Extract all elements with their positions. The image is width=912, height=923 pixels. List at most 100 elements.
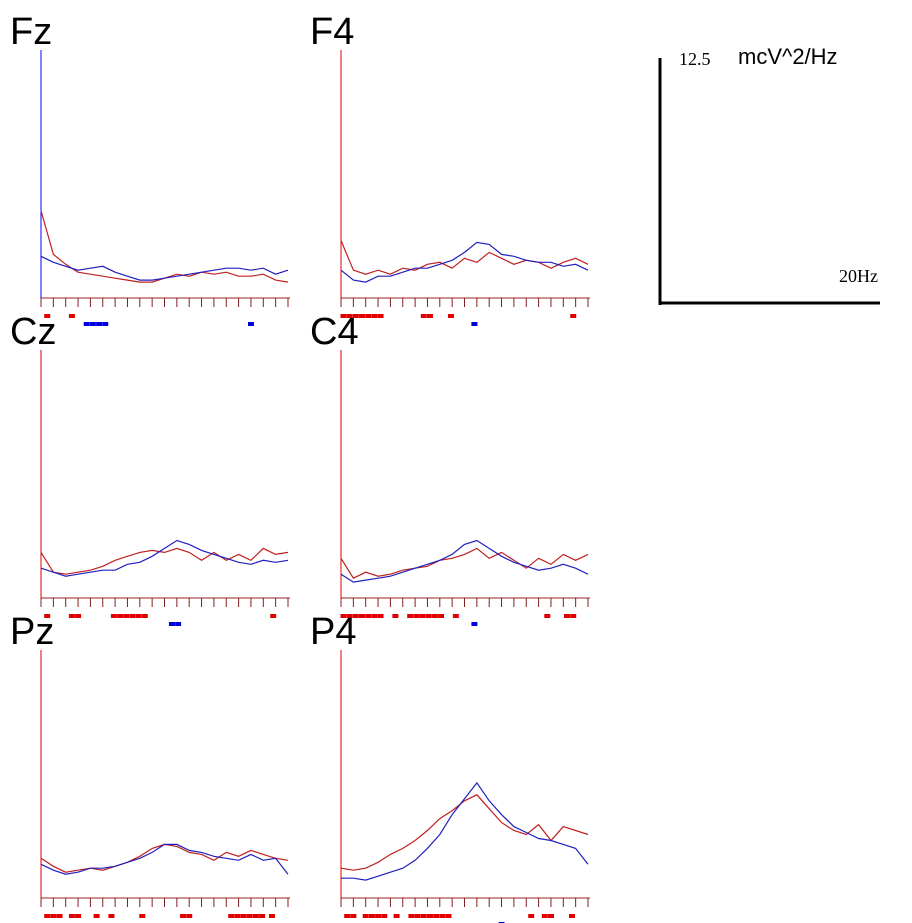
panel-title: Pz [10,611,54,653]
significance-marker [240,914,247,918]
significance-marker [340,314,347,318]
significance-marker [44,314,51,318]
significance-marker [96,322,103,326]
spectrum-line [340,240,589,275]
significance-marker [246,914,253,918]
significance-marker [123,614,130,618]
significance-marker [365,314,372,318]
spectrum-line [40,843,289,875]
significance-marker [83,322,90,326]
significance-marker [110,614,117,618]
significance-marker [419,614,426,618]
panel-title: F4 [310,11,354,53]
panel-title: Cz [10,311,56,353]
significance-marker [270,614,277,618]
spectrum-line [340,547,589,579]
significance-marker [570,314,577,318]
significance-marker [368,914,375,918]
significance-marker [413,614,420,618]
significance-marker [93,914,100,918]
significance-marker [426,914,433,918]
significance-marker [570,614,577,618]
significance-marker [541,914,548,918]
significance-marker [447,314,454,318]
significance-marker [471,322,478,326]
significance-marker [408,914,415,918]
significance-marker [68,314,75,318]
significance-marker [102,322,109,326]
panel: Cz [10,311,290,626]
significance-marker [377,314,384,318]
panel: Pz [10,611,290,918]
significance-marker [362,914,369,918]
significance-marker [371,614,378,618]
significance-marker [471,622,478,626]
spectrum-line [40,210,289,283]
significance-marker [129,614,136,618]
spectrum-line [40,539,289,577]
significance-marker [68,614,75,618]
scale-unit: mcV^2/Hz [738,44,838,69]
significance-marker [186,914,193,918]
significance-marker [414,914,421,918]
spectrum-line [340,794,589,871]
significance-marker [547,914,554,918]
significance-marker [431,614,438,618]
significance-marker [108,914,115,918]
significance-marker [365,614,372,618]
significance-marker [381,914,388,918]
significance-marker [139,914,146,918]
significance-marker [439,914,446,918]
significance-marker [420,314,427,318]
significance-marker [564,614,571,618]
significance-marker [117,614,124,618]
significance-marker [346,614,353,618]
significance-marker [50,914,57,918]
scale-x-value: 20Hz [839,266,878,286]
panel-title: Fz [10,11,52,53]
significance-marker [433,914,440,918]
panel: C4 [310,311,590,626]
significance-marker [259,914,266,918]
significance-marker [375,914,382,918]
spectrum-line [40,547,289,575]
significance-marker [234,914,241,918]
significance-marker [228,914,235,918]
significance-marker [68,914,75,918]
significance-marker [44,914,51,918]
significance-marker [445,914,452,918]
significance-marker [175,622,182,626]
significance-marker [75,914,82,918]
significance-marker [392,614,399,618]
significance-marker [568,914,575,918]
significance-marker [452,614,459,618]
significance-marker [56,914,63,918]
significance-marker [426,314,433,318]
significance-marker [377,614,384,618]
spectrum-line [40,843,289,873]
scale-bar: 12.5 mcV^2/Hz 20Hz [658,44,880,305]
significance-marker [346,314,353,318]
panel-title: C4 [310,311,359,353]
panel: F4 [310,11,590,326]
scale-y-value: 12.5 [679,49,711,69]
spectrum-line [341,781,589,881]
significance-marker [420,914,427,918]
significance-marker [75,614,82,618]
significance-marker [252,914,259,918]
significance-marker [268,914,275,918]
significance-marker [168,622,175,626]
significance-marker [89,322,96,326]
significance-marker [407,614,414,618]
significance-marker [438,614,445,618]
panel: P4 [310,611,590,923]
panel-title: P4 [310,611,356,653]
significance-marker [544,614,551,618]
significance-marker [135,614,142,618]
significance-marker [528,914,535,918]
significance-marker [359,314,366,318]
significance-marker [340,614,347,618]
panel: Fz [10,11,290,326]
spectrum-line [340,241,589,283]
